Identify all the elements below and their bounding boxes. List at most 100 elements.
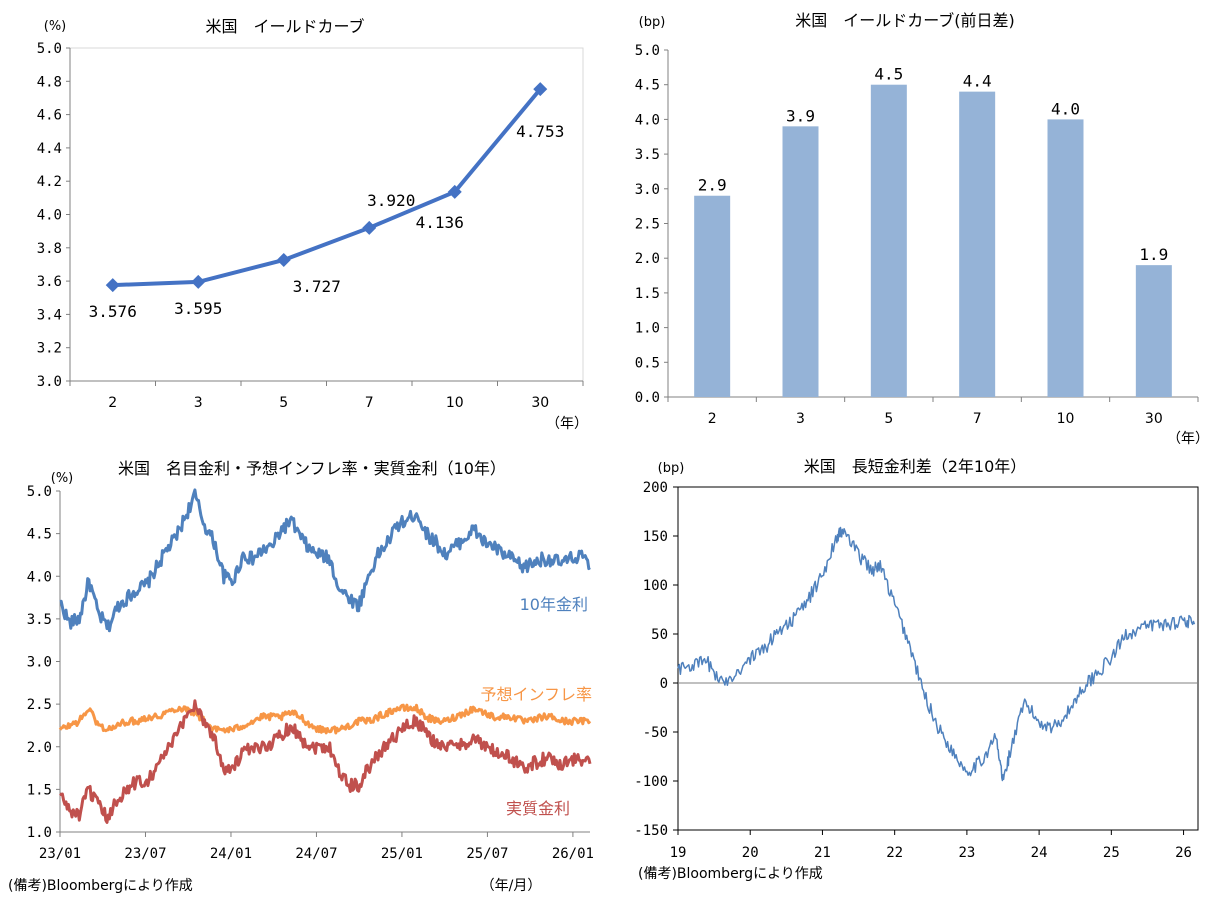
y-axis-unit: (bp) [658,461,685,476]
y-tick-label: 200 [643,480,668,496]
y-tick-label: 2.0 [635,251,660,267]
x-tick-label: 25 [1103,845,1120,861]
yield-curve-line [112,87,542,288]
data-label: 3.920 [367,191,415,210]
y-tick-label: 3.0 [27,655,52,671]
data-label: 2.9 [698,176,727,195]
y-axis-unit: (%) [44,19,67,34]
source-note: (備考)Bloombergにより作成 [638,866,823,882]
x-tick-label: 23/01 [39,846,81,862]
y-tick-label: 5.0 [37,41,62,57]
y-tick-label: 4.4 [37,141,62,157]
x-tick-label: 10 [446,395,464,411]
data-point-marker [191,274,206,289]
y-tick-label: 3.6 [37,274,62,290]
y-tick-label: -100 [634,774,668,790]
series-label: 予想インフレ率 [480,685,592,704]
x-tick-label: 5 [279,395,288,411]
x-tick-label: 30 [1145,411,1163,427]
y-tick-label: 100 [643,578,668,594]
y-tick-label: 3.5 [635,147,660,163]
x-tick-label: 24 [1031,845,1048,861]
yield-curve-change-chart: 米国 イールドカーブ(前日差) (bp) （年） 0.0 0.5 1.0 1.5 2.0… [635,11,1209,447]
x-tick-label: 25/07 [466,846,508,862]
y-tick-label: 0.0 [635,390,660,406]
x-tick-label: 2 [708,411,717,427]
x-tick-label: 7 [973,411,982,427]
y-tick-label: 0 [660,676,668,692]
bar [959,91,996,397]
chart-title: 米国 イールドカーブ [205,17,364,36]
y-tick-label: 1.0 [27,825,52,841]
bar [782,126,819,397]
x-tick-label: 23/07 [124,846,166,862]
source-note: (備考)Bloombergにより作成 [8,878,193,894]
y-tick-label: 4.5 [635,78,660,94]
yield-curve-chart: 米国 イールドカーブ (%) （年） 3.0 3.2 3.4 3.6 3.8 4.0 4.2… [37,17,588,432]
term-spread-chart: 米国 長短金利差（2年10年） (bp) (備考)Bloombergにより作成 … [634,457,1199,882]
y-axis-unit: (bp) [639,15,666,30]
x-tick-label: 7 [365,395,374,411]
data-label: 1.9 [1139,245,1168,264]
data-point-marker [362,220,377,235]
y-tick-label: 2.5 [635,217,660,233]
bar [1135,265,1172,397]
x-tick-label: 20 [742,845,759,861]
y-tick-label: 4.0 [27,569,52,585]
x-tick-label: 25/01 [381,846,423,862]
y-tick-label: 5.0 [27,484,52,500]
data-label: 4.0 [1051,99,1080,118]
y-tick-label: 4.6 [37,108,62,124]
x-tick-label: 24/01 [210,846,252,862]
data-label: 3.576 [89,302,137,321]
x-axis-unit: （年） [1167,431,1209,447]
data-label: 4.753 [516,122,564,141]
data-label: 4.5 [874,65,903,84]
y-tick-label: 3.0 [37,374,62,390]
data-label: 4.4 [963,72,992,91]
y-tick-label: 4.5 [27,527,52,543]
y-tick-label: 2.5 [27,697,52,713]
y-tick-label: 3.0 [635,182,660,198]
chart-title: 米国 イールドカーブ(前日差) [795,11,1015,30]
x-tick-label: 26/01 [552,846,594,862]
y-tick-label: 4.0 [635,112,660,128]
bar [870,84,907,397]
nominal-real-rates-chart: 米国 名目金利・予想インフレ率・実質金利（10年） (%) （年/月） (備考)… [8,459,594,894]
plot-area-border [69,47,584,382]
y-tick-label: -150 [634,823,668,839]
x-axis-unit: （年/月） [481,878,542,894]
chart-title: 米国 名目金利・予想インフレ率・実質金利（10年） [118,459,506,478]
data-label: 4.136 [416,213,464,232]
plot-area-border [677,486,1199,831]
y-tick-label: 1.0 [635,321,660,337]
y-tick-label: 3.4 [37,307,62,323]
y-tick-label: 1.5 [27,782,52,798]
data-point-marker [105,278,120,293]
series-line [58,703,592,735]
x-tick-label: 23 [958,845,975,861]
x-tick-label: 5 [884,411,893,427]
data-label: 3.9 [786,106,815,125]
y-tick-label: 150 [643,529,668,545]
x-tick-label: 21 [814,845,831,861]
x-tick-label: 22 [886,845,903,861]
x-tick-label: 24/07 [295,846,337,862]
y-tick-label: 1.5 [635,286,660,302]
data-point-marker [533,82,548,97]
y-axis-unit: (%) [51,471,74,486]
series-line [59,699,592,824]
y-tick-label: 0.5 [635,355,660,371]
y-tick-label: 4.2 [37,174,62,190]
y-tick-label: 4.0 [37,208,62,224]
x-tick-label: 26 [1175,845,1192,861]
data-point-marker [447,184,462,199]
data-label: 3.727 [293,277,341,296]
y-tick-label: 3.2 [37,341,62,357]
bar [1047,119,1084,398]
x-tick-label: 19 [670,845,687,861]
y-tick-label: -50 [643,725,668,741]
spread-line [677,526,1196,782]
y-tick-label: 4.8 [37,74,62,90]
y-tick-label: 2.0 [27,740,52,756]
